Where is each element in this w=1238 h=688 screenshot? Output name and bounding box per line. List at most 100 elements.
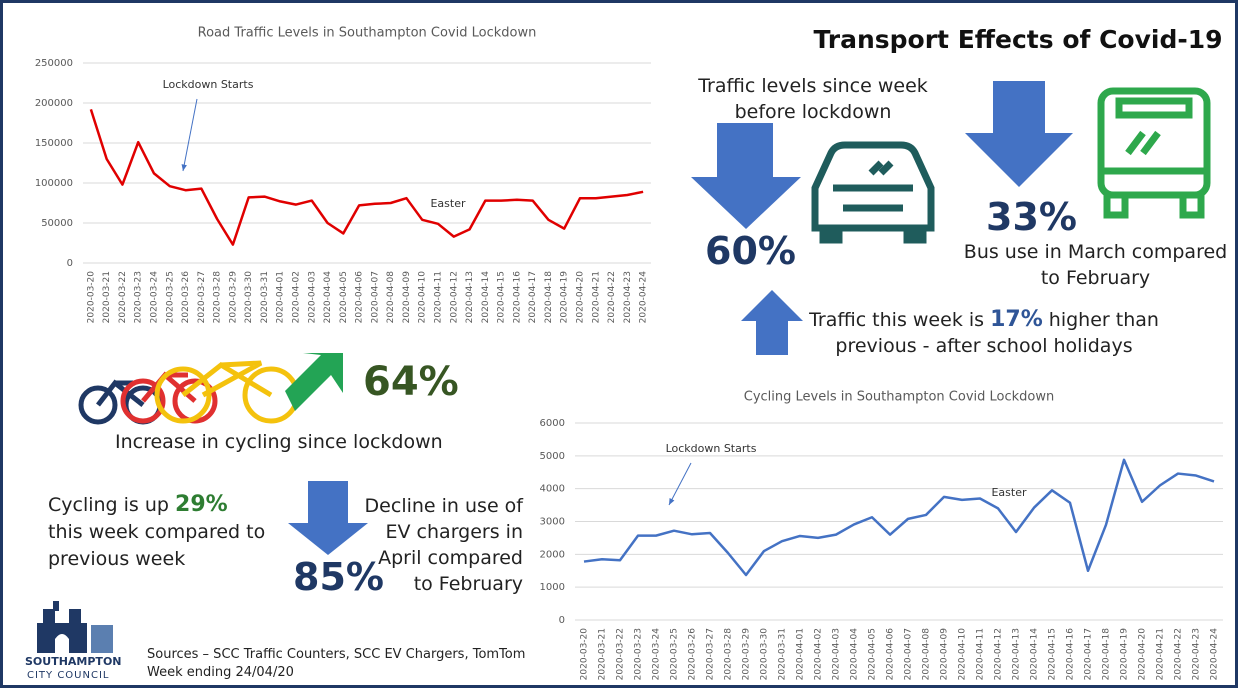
x-tick-label: 2020-04-12 [449,271,459,323]
x-tick-label: 2020-04-16 [512,271,522,324]
x-tick-label: 2020-04-06 [355,271,365,324]
x-tick-label: 2020-03-27 [706,628,716,680]
x-tick-label: 2020-03-29 [742,628,752,681]
x-tick-label: 2020-03-23 [134,271,144,323]
x-tick-label: 2020-03-24 [150,271,160,324]
x-tick-label: 2020-03-30 [244,271,254,324]
bus-value: 33% [986,195,1077,239]
y-tick-label: 6000 [540,418,565,429]
x-tick-label: 2020-03-20 [580,628,590,681]
x-tick-label: 2020-04-05 [868,628,878,680]
x-tick-label: 2020-03-28 [724,628,734,681]
down-arrow-bus [965,81,1073,187]
x-tick-label: 2020-04-20 [576,271,586,324]
x-tick-label: 2020-04-19 [1120,628,1130,681]
bicycles-icon [81,363,297,422]
x-tick-label: 2020-03-22 [118,271,128,323]
x-tick-label: 2020-04-08 [386,271,396,324]
x-tick-label: 2020-04-07 [370,271,380,323]
x-tick-label: 2020-03-24 [652,628,662,681]
weekly-cycling-suffix: this week compared to previous week [48,521,265,570]
x-tick-label: 2020-04-04 [850,628,860,681]
x-tick-label: 2020-04-15 [1048,628,1058,680]
y-tick-label: 3000 [540,517,565,528]
annotation-arrow [669,463,691,505]
y-tick-label: 4000 [540,484,565,495]
x-tick-label: 2020-04-14 [1030,628,1040,681]
y-tick-label: 2000 [540,549,565,560]
x-tick-label: 2020-03-27 [197,271,207,323]
x-tick-label: 2020-04-13 [465,271,475,323]
weekly-traffic-value: 17% [990,307,1043,332]
x-tick-label: 2020-04-13 [1012,628,1022,680]
annotation-arrow-head [182,164,187,171]
down-arrow-ev [288,481,368,555]
sources: Sources – SCC Traffic Counters, SCC EV C… [147,646,525,664]
x-tick-label: 2020-04-16 [1066,628,1076,681]
x-tick-label: 2020-04-05 [339,271,349,323]
x-tick-label: 2020-03-25 [670,628,680,680]
weekly-traffic-text: Traffic this week is 17% higher than pre… [803,307,1165,359]
x-tick-label: 2020-04-01 [796,628,806,680]
annotation-arrow [183,99,197,171]
x-tick-label: 2020-03-23 [634,628,644,680]
x-tick-label: 2020-03-28 [213,271,223,324]
x-tick-label: 2020-04-03 [832,628,842,680]
y-tick-label: 200000 [35,98,73,109]
x-tick-label: 2020-04-23 [1192,628,1202,680]
chart-title: Cycling Levels in Southampton Covid Lock… [744,390,1055,405]
chart-title: Road Traffic Levels in Southampton Covid… [198,26,537,41]
bus-icon [1101,91,1207,215]
x-tick-label: 2020-04-21 [1156,628,1166,680]
x-tick-label: 2020-03-22 [616,628,626,680]
cycling-value: 64% [363,359,459,405]
x-tick-label: 2020-04-21 [591,271,601,323]
x-tick-label: 2020-03-20 [86,271,96,324]
annotation: Easter [991,486,1027,499]
x-tick-label: 2020-03-31 [778,628,788,680]
page-title: Transport Effects of Covid-19 [813,25,1222,54]
x-tick-label: 2020-04-10 [958,628,968,681]
x-tick-label: 2020-04-24 [1210,628,1220,681]
ev-text: Decline in use of EV chargers in April c… [359,493,523,597]
x-tick-label: 2020-04-11 [434,271,444,323]
x-tick-label: 2020-04-09 [940,628,950,681]
data-line [91,109,643,244]
x-tick-label: 2020-03-30 [760,628,770,681]
annotation: Lockdown Starts [666,442,757,455]
x-tick-label: 2020-04-15 [497,271,507,323]
x-tick-label: 2020-04-02 [814,628,824,680]
x-tick-label: 2020-03-26 [181,271,191,324]
y-tick-label: 0 [559,615,565,626]
x-tick-label: 2020-04-10 [418,271,428,324]
x-tick-label: 2020-04-22 [607,271,617,323]
y-tick-label: 1000 [540,582,565,593]
bus-text: Bus use in March compared to February [958,239,1233,291]
x-tick-label: 2020-04-14 [481,271,491,324]
council-logo [37,601,113,653]
annotation: Lockdown Starts [163,78,254,91]
org-name: SOUTHAMPTON [25,655,122,669]
x-tick-label: 2020-04-18 [1102,628,1112,681]
traffic-text: Traffic levels since week before lockdow… [683,73,943,125]
y-tick-label: 5000 [540,451,565,462]
x-tick-label: 2020-04-17 [1084,628,1094,680]
infographic: Transport Effects of Covid-19 Road Traff… [0,0,1238,688]
weekly-cycling-text: Cycling is up 29% this week compared to … [48,491,268,573]
x-tick-label: 2020-04-09 [402,271,412,324]
traffic-value: 60% [705,229,796,273]
y-tick-label: 50000 [41,218,73,229]
annotation: Easter [430,197,466,210]
x-tick-label: 2020-04-08 [922,628,932,681]
car-icon [815,145,931,240]
x-tick-label: 2020-04-18 [544,271,554,324]
y-tick-label: 100000 [35,178,73,189]
weekly-traffic-prefix: Traffic this week is [809,309,990,331]
down-arrow-traffic [691,123,801,229]
x-tick-label: 2020-04-24 [639,271,649,324]
x-tick-label: 2020-03-31 [260,271,270,323]
x-tick-label: 2020-03-21 [598,628,608,680]
x-tick-label: 2020-04-17 [528,271,538,323]
x-tick-label: 2020-04-22 [1174,628,1184,680]
x-tick-label: 2020-04-07 [904,628,914,680]
